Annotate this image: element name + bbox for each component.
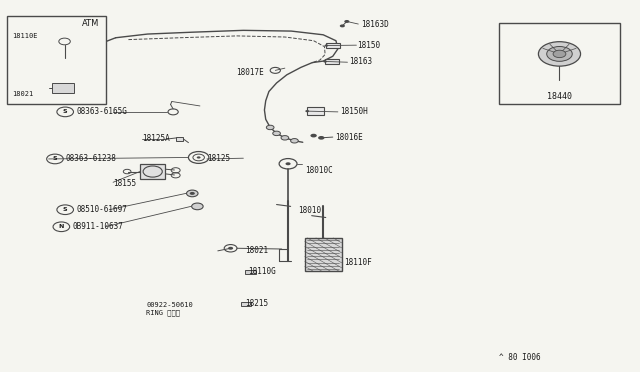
Text: 18125A: 18125A: [143, 134, 170, 144]
Circle shape: [538, 42, 580, 66]
Text: 18016E: 18016E: [335, 132, 363, 142]
Circle shape: [318, 136, 324, 140]
Text: 18440: 18440: [547, 92, 572, 101]
Bar: [307, 108, 324, 115]
Circle shape: [266, 125, 274, 130]
Circle shape: [305, 110, 309, 112]
Text: 18150: 18150: [357, 41, 380, 50]
Circle shape: [196, 156, 200, 158]
Text: 08363-6165G: 08363-6165G: [76, 108, 127, 116]
Text: 08510-61697: 08510-61697: [76, 205, 127, 214]
Bar: [140, 164, 166, 179]
Circle shape: [281, 136, 289, 140]
Bar: [499, 23, 620, 105]
Circle shape: [547, 46, 572, 61]
Text: 18110E: 18110E: [12, 33, 38, 39]
Text: 00922-50610: 00922-50610: [147, 302, 193, 308]
Text: S: S: [52, 157, 58, 161]
Text: 18110F: 18110F: [344, 258, 372, 267]
Circle shape: [344, 20, 349, 23]
Circle shape: [310, 134, 317, 137]
Text: 18010C: 18010C: [305, 166, 332, 175]
Circle shape: [323, 60, 327, 62]
Circle shape: [189, 192, 195, 195]
Text: 18110G: 18110G: [248, 267, 276, 276]
Text: 18215: 18215: [244, 299, 268, 308]
Text: N: N: [59, 224, 64, 229]
Text: RING リング: RING リング: [147, 310, 180, 316]
Text: 18017E: 18017E: [236, 68, 264, 77]
Text: 18150H: 18150H: [340, 108, 368, 116]
Text: 18155: 18155: [113, 179, 136, 187]
Circle shape: [340, 25, 345, 28]
Circle shape: [285, 162, 291, 165]
Text: ^ 80 I006: ^ 80 I006: [499, 353, 540, 362]
Text: 18021: 18021: [12, 91, 33, 97]
Text: 18021: 18021: [245, 246, 268, 255]
Circle shape: [324, 44, 328, 46]
Text: 0B911-10637: 0B911-10637: [72, 222, 123, 231]
Text: 18163: 18163: [349, 57, 372, 66]
Text: S: S: [63, 207, 67, 212]
Bar: [175, 137, 183, 141]
Text: ATM: ATM: [83, 19, 100, 28]
Text: 18125: 18125: [207, 154, 230, 163]
Circle shape: [191, 203, 203, 210]
Bar: [244, 270, 256, 274]
Text: 08363-61238: 08363-61238: [66, 154, 116, 163]
Text: S: S: [63, 109, 67, 114]
Circle shape: [186, 190, 198, 197]
Bar: [305, 238, 342, 271]
Text: 18010: 18010: [298, 206, 321, 215]
Circle shape: [553, 50, 566, 58]
Circle shape: [228, 247, 233, 250]
Bar: [326, 42, 340, 48]
Text: 18163D: 18163D: [362, 20, 389, 29]
Bar: [52, 83, 74, 93]
Bar: [241, 302, 251, 307]
Bar: [325, 58, 339, 64]
Circle shape: [291, 138, 298, 143]
Bar: [7, 16, 106, 105]
Circle shape: [273, 131, 280, 136]
